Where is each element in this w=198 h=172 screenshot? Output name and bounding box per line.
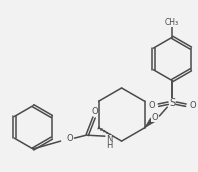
Text: O: O [189,101,196,110]
Text: H: H [106,141,112,149]
Text: O: O [92,107,98,116]
Text: O: O [148,101,155,110]
Text: N: N [106,135,112,144]
Text: O: O [151,114,158,122]
Polygon shape [145,118,155,128]
Text: O: O [66,134,73,143]
Text: CH₃: CH₃ [165,18,179,27]
Text: S: S [169,98,175,108]
